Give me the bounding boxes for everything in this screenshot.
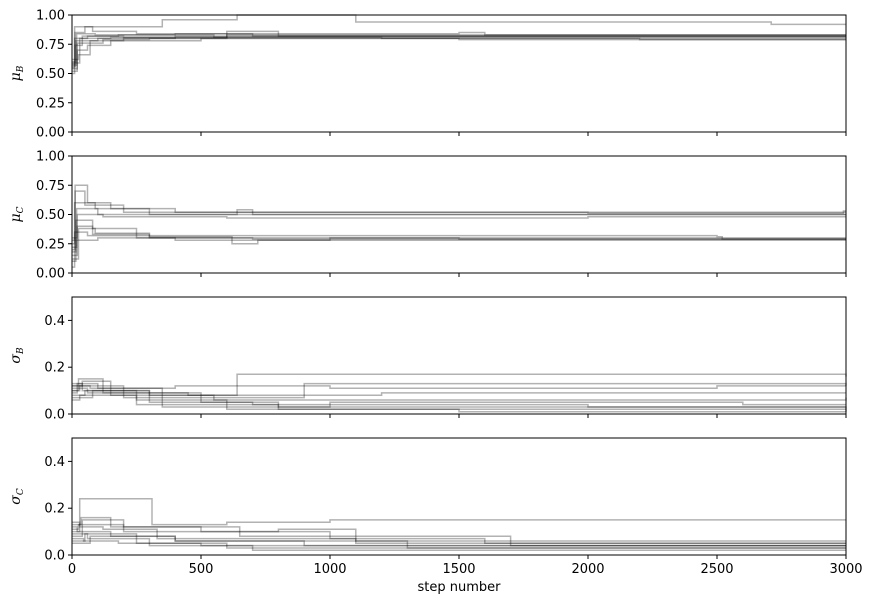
y-axis-label: μC <box>8 206 26 222</box>
walker-trace-8 <box>72 30 846 61</box>
walker-trace-3 <box>72 526 846 547</box>
y-tick-label: 0.50 <box>36 208 65 223</box>
walker-trace-9 <box>72 378 846 397</box>
panel-3: 0.0 0.2 0.4 σB <box>8 296 847 423</box>
y-tick-label: 0.00 <box>36 267 65 282</box>
y-axis-label-subscript: B <box>16 65 26 73</box>
walker-trace-6 <box>72 37 846 70</box>
y-tick-label: 0.25 <box>36 237 65 252</box>
walker-trace-1 <box>72 231 846 268</box>
y-tick-label: 1.00 <box>36 150 65 165</box>
walker-trace-6 <box>72 533 846 552</box>
y-axis-label-subscript: B <box>16 347 26 355</box>
y-tick-label: 0.4 <box>44 455 65 470</box>
y-axis-label: σB <box>8 347 26 364</box>
walker-trace-6 <box>72 389 846 408</box>
walker-trace-7 <box>72 382 847 401</box>
walker-trace-7 <box>72 219 846 253</box>
x-tick-label: 0 <box>68 562 76 577</box>
walker-trace-3 <box>72 389 846 413</box>
x-tick-label: 1000 <box>313 562 346 577</box>
walker-trace-4 <box>72 382 846 394</box>
y-tick-label: 1.00 <box>36 9 65 24</box>
walker-trace-2 <box>72 385 847 412</box>
walker-trace-9 <box>72 34 846 68</box>
walker-trace-4 <box>72 184 846 251</box>
walker-trace-5 <box>72 382 847 399</box>
x-tick-label: 1500 <box>442 562 475 577</box>
y-axis-label: σC <box>8 488 26 505</box>
y-tick-label: 0.0 <box>44 408 65 423</box>
y-axis-label: μB <box>8 65 26 81</box>
y-tick-label: 0.00 <box>36 126 65 141</box>
walker-trace-9 <box>72 227 846 260</box>
y-tick-label: 0.75 <box>36 179 65 194</box>
y-axis-label-symbol: σ <box>8 495 24 505</box>
walker-trace-8 <box>72 537 846 547</box>
walker-trace-1 <box>72 498 846 533</box>
y-axis-label-symbol: μ <box>8 213 24 222</box>
panel-2: 0.00 0.25 0.50 0.75 1.00 μC <box>8 150 847 282</box>
walker-trace-10 <box>72 190 846 241</box>
x-tick-label: 500 <box>189 562 214 577</box>
walker-trace-7 <box>72 31 846 67</box>
y-tick-label: 0.75 <box>36 38 65 53</box>
plot-frame <box>71 437 847 556</box>
walker-trace-2 <box>72 519 846 545</box>
y-tick-label: 0.25 <box>36 96 65 111</box>
walker-trace-9 <box>72 516 846 547</box>
walker-trace-4 <box>72 14 846 65</box>
x-tick-label: 2500 <box>700 562 733 577</box>
x-tick-label: 2000 <box>571 562 604 577</box>
walker-trace-2 <box>72 35 846 63</box>
walker-trace-1 <box>72 34 846 69</box>
walker-trace-7 <box>72 523 846 542</box>
walker-trace-10 <box>72 535 846 549</box>
x-tick-label: 3000 <box>829 562 862 577</box>
x-axis-label: step number <box>418 580 502 595</box>
y-axis-label-subscript: C <box>16 206 26 213</box>
y-tick-label: 0.4 <box>44 314 65 329</box>
y-tick-label: 0.2 <box>44 361 65 376</box>
panel-1: 0.00 0.25 0.50 0.75 1.00 μB <box>8 9 847 141</box>
y-tick-label: 0.2 <box>44 502 65 517</box>
y-tick-label: 0.0 <box>44 549 65 564</box>
walker-trace-3 <box>72 37 846 72</box>
y-tick-label: 0.50 <box>36 67 65 82</box>
walker-trace-5 <box>72 521 846 545</box>
walker-trace-8 <box>72 207 846 249</box>
walker-trace-3 <box>72 225 846 257</box>
walker-trace-4 <box>72 533 846 549</box>
walker-trace-2 <box>72 237 846 263</box>
walker-trace-5 <box>72 25 846 75</box>
y-axis-label-symbol: σ <box>8 354 24 364</box>
walker-trace-10 <box>72 385 846 408</box>
plot-frame <box>71 296 847 415</box>
walker-trace-8 <box>72 394 846 411</box>
y-axis-label-subscript: C <box>16 488 26 495</box>
y-axis-label-symbol: μ <box>8 72 24 81</box>
walker-trace-5 <box>72 202 846 245</box>
panel-4: 0.0 0.2 0.4 0 500 1000 1500 2000 2500 3000 σC <box>8 437 863 577</box>
walker-trace-6 <box>72 213 846 239</box>
walker-trace-1 <box>72 373 847 397</box>
walker-trace-10 <box>72 36 846 64</box>
